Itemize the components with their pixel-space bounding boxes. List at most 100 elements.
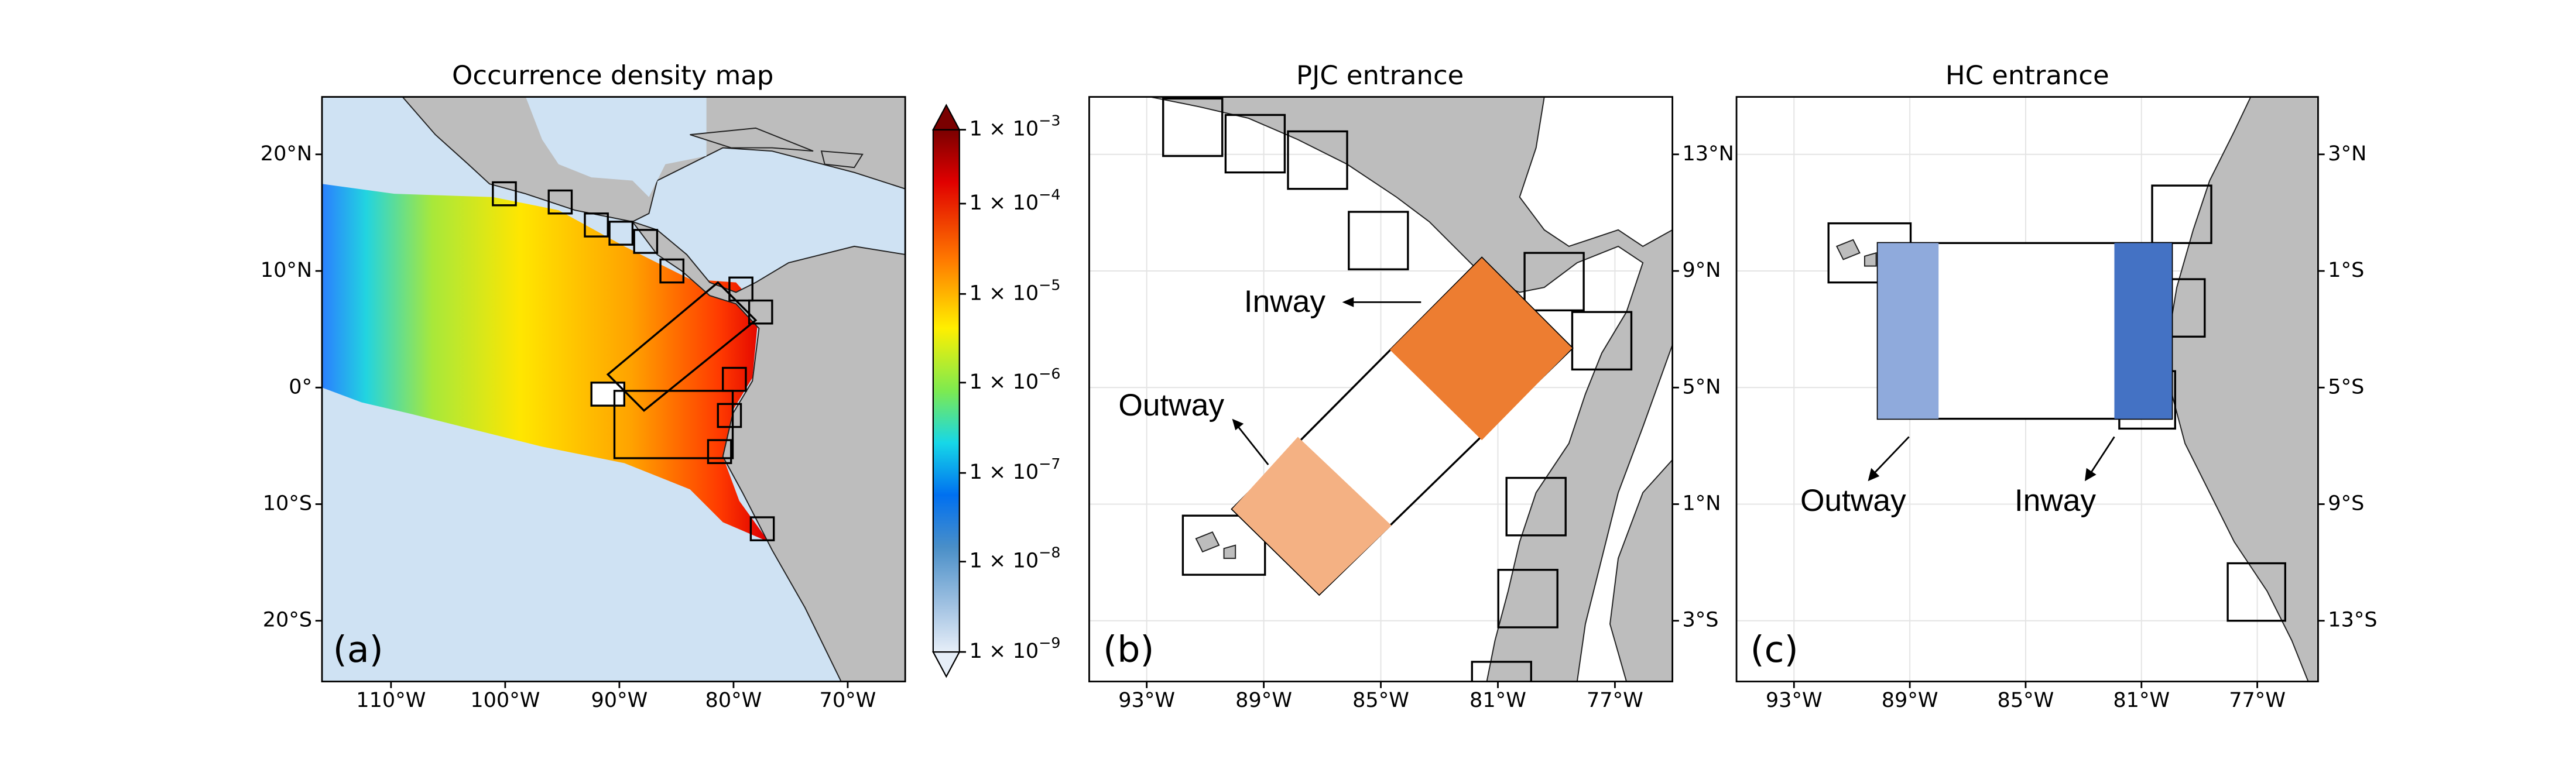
annotation: Outway xyxy=(1118,388,1224,423)
label-exponent: −5 xyxy=(1039,276,1060,293)
colorbar-extend xyxy=(932,104,961,130)
y-tick-label: 9°S xyxy=(2328,492,2364,516)
colorbar-tick-label: 1 × 10−8 xyxy=(970,544,1061,573)
land-east xyxy=(1609,459,1673,682)
regions xyxy=(1827,184,2286,622)
island-hispaniola xyxy=(820,150,864,169)
panel-label: (c) xyxy=(1751,629,1799,671)
box xyxy=(1224,114,1286,174)
label-exponent: −6 xyxy=(1039,365,1060,382)
colorbar xyxy=(932,104,961,678)
arrows-c xyxy=(1868,436,2115,482)
box xyxy=(1497,569,1558,629)
annotation: Inway xyxy=(1244,284,1326,319)
x-tick-label: 93°W xyxy=(1118,688,1175,712)
box xyxy=(1348,211,1409,270)
panel-label: (a) xyxy=(333,629,383,671)
pjc-region xyxy=(606,281,758,412)
arrow xyxy=(2089,436,2115,475)
regions xyxy=(492,181,775,541)
label-base: 1 × 10 xyxy=(970,117,1039,141)
island-cuba xyxy=(690,127,814,152)
panel-title: HC entrance xyxy=(1945,60,2109,91)
y-tick-label: 20°N xyxy=(261,142,312,166)
arrow xyxy=(1236,424,1269,466)
panel-label: (b) xyxy=(1103,629,1154,671)
island xyxy=(1864,252,1877,267)
y-tick-label: 9°N xyxy=(1682,258,1721,282)
map-b xyxy=(1089,97,1673,682)
gulf xyxy=(525,97,707,197)
box xyxy=(584,212,609,238)
axes-frame xyxy=(321,96,906,682)
box xyxy=(1523,252,1585,312)
panel-title: Occurrence density map xyxy=(452,60,773,91)
arrow-head xyxy=(2084,468,2097,482)
colorbar-tick-label: 1 × 10−7 xyxy=(970,455,1061,484)
box xyxy=(1571,311,1633,371)
label-exponent: −7 xyxy=(1039,455,1060,472)
x-tick-label: 77°W xyxy=(1587,688,1643,712)
label-base: 1 × 10 xyxy=(970,281,1039,305)
box xyxy=(722,366,747,392)
island xyxy=(1195,531,1220,553)
label-exponent: −3 xyxy=(1039,112,1060,129)
box xyxy=(1162,97,1224,157)
y-tick-label: 3°N xyxy=(2328,142,2366,166)
hc-inway xyxy=(2114,243,2172,419)
y-tick-label: 20°S xyxy=(263,608,312,632)
x-tick-label: 77°W xyxy=(2229,688,2286,712)
colorbar-frame xyxy=(932,129,960,653)
land-south xyxy=(631,220,906,682)
x-tick-label: 89°W xyxy=(1882,688,1938,712)
x-tick-label: 70°W xyxy=(820,688,876,712)
y-tick-label: 3°S xyxy=(1682,608,1718,632)
x-tick-label: 90°W xyxy=(591,688,648,712)
box xyxy=(748,299,773,325)
box xyxy=(728,276,753,302)
colorbar-tick-label: 1 × 10−3 xyxy=(970,112,1061,141)
label-exponent: −9 xyxy=(1039,634,1060,651)
x-tick-label: 81°W xyxy=(1469,688,1526,712)
box xyxy=(749,516,775,541)
arrow xyxy=(1872,436,1910,475)
x-tick-label: 85°W xyxy=(1998,688,2054,712)
box xyxy=(1505,476,1567,537)
x-tick-label: 80°W xyxy=(705,688,762,712)
box xyxy=(2226,562,2286,622)
box xyxy=(1287,130,1348,190)
x-tick-label: 81°W xyxy=(2113,688,2170,712)
regions xyxy=(1162,97,1633,682)
y-tick-label: 1°S xyxy=(2328,258,2364,282)
annotation: Outway xyxy=(1800,483,1906,518)
label-exponent: −4 xyxy=(1039,186,1060,203)
label-base: 1 × 10 xyxy=(970,370,1039,394)
box xyxy=(492,181,517,207)
colorbar-extend xyxy=(932,651,961,678)
y-tick-label: 13°S xyxy=(2328,608,2377,632)
pjc-inway xyxy=(1389,257,1573,441)
hc-region xyxy=(613,390,734,459)
box xyxy=(659,258,685,284)
label-base: 1 × 10 xyxy=(970,549,1039,573)
y-tick-label: 10°S xyxy=(263,492,312,516)
arrow-head xyxy=(1232,418,1244,431)
x-tick-label: 89°W xyxy=(1235,688,1292,712)
colorbar-tick-label: 1 × 10−5 xyxy=(970,276,1061,305)
box xyxy=(633,229,659,254)
colorbar-body xyxy=(933,129,960,652)
map-c xyxy=(1736,97,2318,682)
label-base: 1 × 10 xyxy=(970,460,1039,484)
y-tick-label: 1°N xyxy=(1682,492,1721,516)
box xyxy=(1471,661,1532,682)
box xyxy=(707,439,732,465)
colorbar-tick-label: 1 × 10−6 xyxy=(970,365,1061,394)
x-tick-label: 93°W xyxy=(1766,688,1823,712)
y-tick-label: 5°N xyxy=(1682,375,1721,399)
label-base: 1 × 10 xyxy=(970,191,1039,215)
annotation: Inway xyxy=(2015,483,2097,518)
y-tick-label: 0° xyxy=(289,375,312,399)
y-tick-label: 10°N xyxy=(261,258,312,282)
